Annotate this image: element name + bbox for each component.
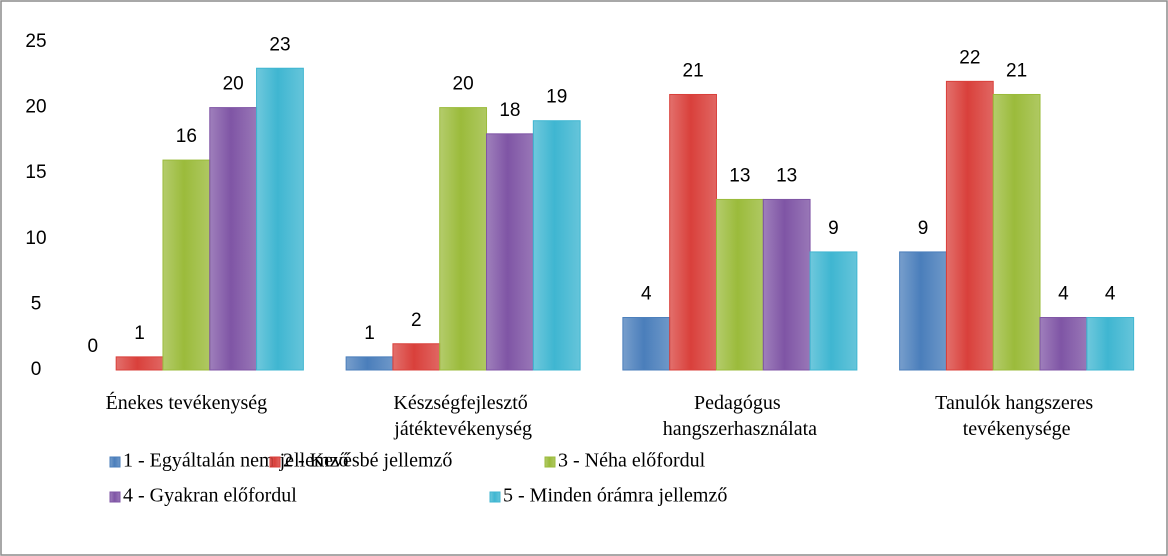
legend-label: 4 - Gyakran előfordul xyxy=(123,485,297,507)
data-label: 4 xyxy=(1105,284,1116,305)
data-label: 18 xyxy=(499,100,520,121)
legend-swatch xyxy=(269,456,281,468)
data-label: 21 xyxy=(683,60,704,81)
data-label: 1 xyxy=(134,323,145,344)
legend-label: 2 - Kevésbé jellemző xyxy=(283,450,452,472)
legend-label: 1 - Egyáltalán nem jellemző xyxy=(123,450,348,472)
data-label: 4 xyxy=(1058,284,1069,305)
bar xyxy=(1086,317,1135,371)
bar xyxy=(622,317,671,371)
y-tick-label: 20 xyxy=(25,97,46,118)
data-label: 1 xyxy=(364,323,375,344)
y-tick-label: 15 xyxy=(25,162,46,183)
data-label: 0 xyxy=(87,336,98,357)
bar xyxy=(715,198,764,371)
data-label: 20 xyxy=(453,74,474,95)
bar xyxy=(1039,317,1088,371)
bar xyxy=(115,356,164,371)
bar xyxy=(945,80,994,371)
y-tick-label: 25 xyxy=(25,31,46,52)
legend-swatch xyxy=(489,491,501,503)
legend-swatch xyxy=(109,456,121,468)
y-tick-label: 10 xyxy=(25,228,46,249)
data-label: 21 xyxy=(1006,60,1027,81)
bar xyxy=(392,343,441,371)
bar xyxy=(256,67,304,371)
bar xyxy=(345,356,394,371)
y-tick-label: 5 xyxy=(31,293,42,314)
x-tick-label: Készségfejlesztő játéktevékenység xyxy=(393,392,533,440)
bar xyxy=(209,107,258,371)
bar xyxy=(809,251,858,371)
bar xyxy=(439,107,488,371)
data-label: 20 xyxy=(223,74,244,95)
data-label: 13 xyxy=(776,165,797,186)
bar xyxy=(669,93,717,371)
data-label: 4 xyxy=(641,284,652,305)
data-label: 16 xyxy=(176,126,197,147)
bar xyxy=(762,198,811,371)
legend-label: 5 - Minden órámra jellemző xyxy=(503,485,727,507)
bar xyxy=(162,159,211,371)
legend-label: 3 - Néha előfordul xyxy=(558,450,706,472)
x-tick-label: Énekes tevékenység xyxy=(106,391,268,414)
legend-swatch xyxy=(544,456,556,468)
data-label: 23 xyxy=(269,34,290,55)
bar xyxy=(992,93,1041,371)
y-tick-label: 0 xyxy=(31,359,42,380)
data-label: 9 xyxy=(828,218,839,239)
bar xyxy=(899,251,947,371)
bar xyxy=(486,133,534,371)
data-label: 9 xyxy=(918,218,929,239)
data-label: 2 xyxy=(411,310,422,331)
bar xyxy=(532,120,581,371)
legend-swatch xyxy=(109,491,121,503)
data-label: 19 xyxy=(546,87,567,108)
data-label: 22 xyxy=(959,47,980,68)
data-label: 13 xyxy=(729,165,750,186)
x-tick-label: Pedagógus hangszerhasználata xyxy=(663,392,817,440)
x-tick-label: Tanulók hangszeres tevékenysége xyxy=(935,392,1098,440)
